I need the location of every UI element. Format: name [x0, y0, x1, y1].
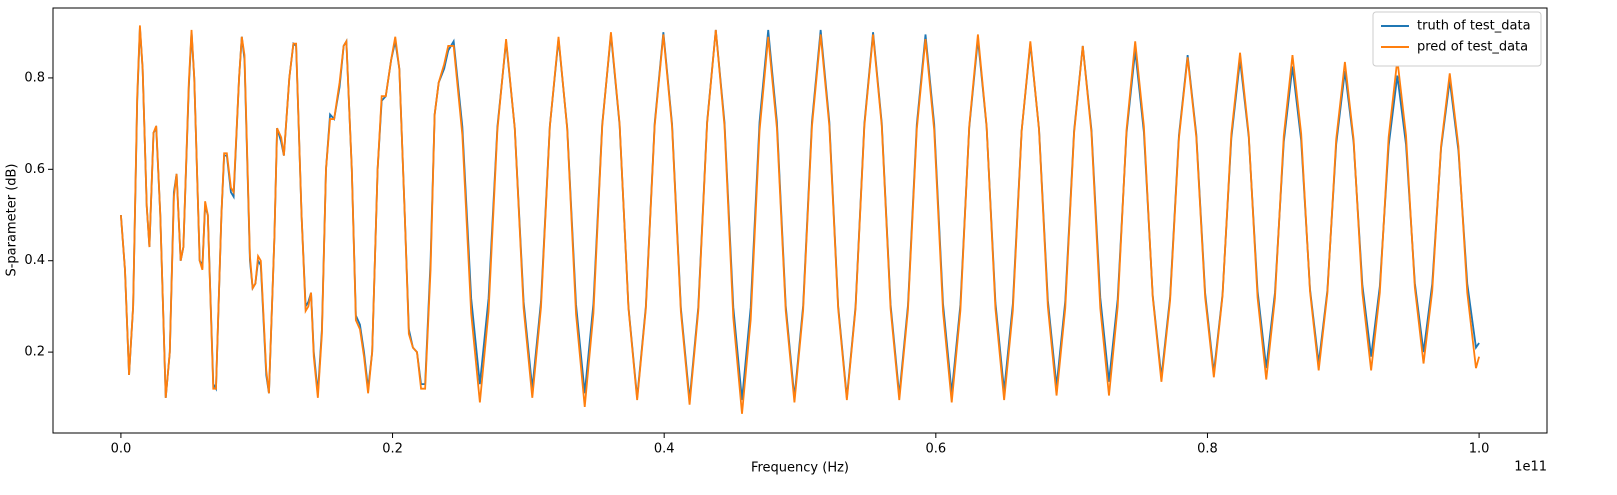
- y-tick-label: 0.6: [24, 162, 45, 177]
- x-tick-label: 0.2: [382, 442, 403, 457]
- x-axis-label: Frequency (Hz): [751, 461, 849, 476]
- y-tick-label: 0.8: [24, 70, 45, 85]
- x-tick-label: 0.8: [1197, 442, 1218, 457]
- x-tick-label: 1.0: [1469, 442, 1490, 457]
- x-tick-label: 0.0: [111, 442, 132, 457]
- plot-frame: [52, 7, 1548, 434]
- x-tick-label: 0.4: [654, 442, 675, 457]
- legend-label: truth of test_data: [1417, 19, 1531, 34]
- legend-label: pred of test_data: [1417, 40, 1528, 55]
- y-tick-label: 0.2: [24, 345, 45, 360]
- series-line: [120, 25, 1480, 414]
- y-tick-label: 0.4: [24, 253, 45, 268]
- y-axis-label: S-parameter (dB): [5, 163, 20, 276]
- legend-box: [1372, 11, 1542, 67]
- x-offset-label: 1e11: [1514, 460, 1547, 475]
- x-tick-label: 0.6: [925, 442, 946, 457]
